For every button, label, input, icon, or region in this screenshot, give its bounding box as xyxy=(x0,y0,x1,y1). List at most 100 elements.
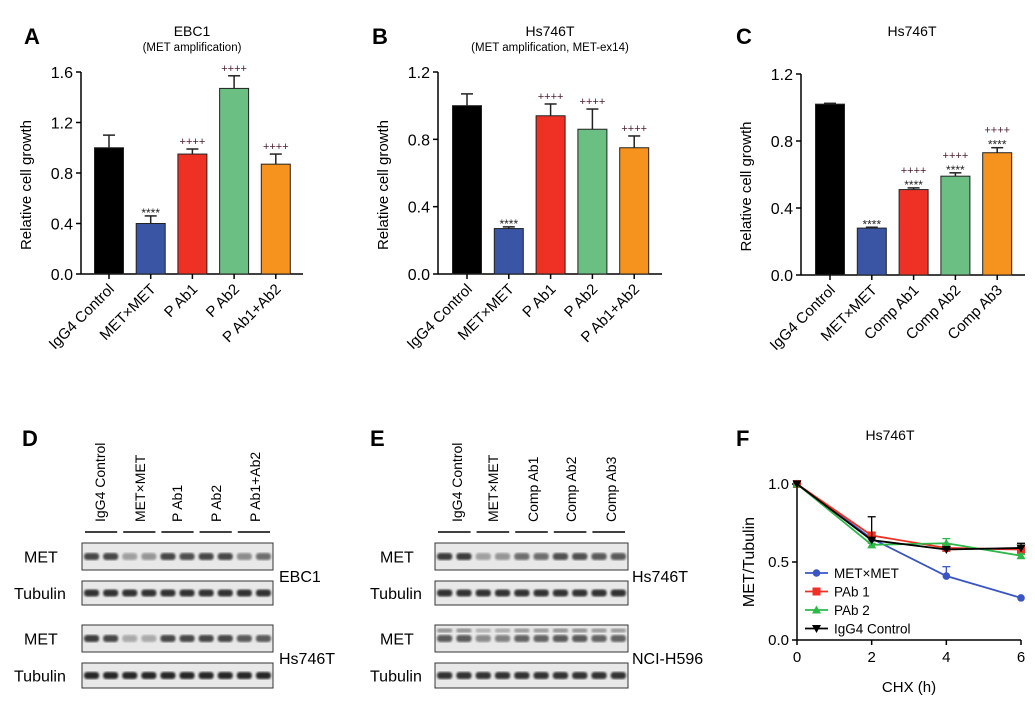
blot-band xyxy=(494,635,511,642)
blot-band xyxy=(160,553,176,560)
cell-line-label: Hs746T xyxy=(632,569,688,586)
blot-band-upper xyxy=(456,628,472,633)
blot-band xyxy=(141,553,157,560)
data-point xyxy=(812,625,821,633)
row-label: MET xyxy=(380,632,414,649)
legend-entry: IgG4 Control xyxy=(805,622,911,637)
x-tick-label: 6 xyxy=(1017,649,1025,666)
blot-band xyxy=(84,635,100,642)
bar xyxy=(94,147,124,275)
western-blot-d: D IgG4 Control MET×MET P Ab1 P Ab2 P Ab1+Ab2 M… xyxy=(14,426,335,689)
blot-band xyxy=(552,635,569,642)
blot-band xyxy=(141,635,157,642)
blot-band xyxy=(160,589,176,597)
y-tick-label: 0.0 xyxy=(771,268,793,285)
blot-band xyxy=(533,672,549,679)
blot-band xyxy=(591,672,607,679)
x-tick-label: 0 xyxy=(793,649,801,666)
cell-line-label: Hs746T xyxy=(279,651,335,668)
blot-band xyxy=(572,672,588,679)
blot-band xyxy=(456,635,472,642)
lane-label: IgG4 Control xyxy=(92,443,108,522)
y-tick-label: 0.8 xyxy=(51,166,73,183)
x-tick-label: P Ab2 xyxy=(203,281,243,321)
blot-band xyxy=(236,553,252,560)
blot-band xyxy=(591,635,607,642)
blot-band xyxy=(514,635,530,642)
blot-band xyxy=(255,635,271,642)
blot-strip-tubulin xyxy=(434,662,629,689)
blot-band xyxy=(437,589,453,597)
significance-label: **** xyxy=(141,206,160,220)
blot-band xyxy=(494,553,511,560)
y-tick-label: 1.6 xyxy=(51,65,73,82)
data-point xyxy=(792,480,802,489)
row-label: Tubulin xyxy=(370,669,422,686)
blot-band-upper xyxy=(572,628,588,633)
blot-band xyxy=(179,553,195,560)
blot-band xyxy=(84,672,100,679)
blot-band xyxy=(141,589,157,597)
row-label: MET xyxy=(24,632,58,649)
blot-band-upper xyxy=(610,628,626,633)
data-point xyxy=(812,569,821,577)
blot-band xyxy=(122,589,138,597)
bar-chart-b: B Hs746T (MET amplification, MET-ex14) 0.0 0… xyxy=(372,23,662,353)
blot-strip-met xyxy=(81,542,274,571)
data-point xyxy=(1016,551,1026,560)
blot-band xyxy=(437,672,453,679)
blot-band-upper xyxy=(552,628,569,633)
lane-label: Comp Ab3 xyxy=(603,456,619,522)
blot-band xyxy=(514,553,530,560)
bar xyxy=(577,128,608,275)
western-blot-e: E IgG4 Control MET×MET Comp Ab1 Comp Ab2 Comp… xyxy=(370,426,703,689)
blot-band xyxy=(437,635,453,642)
blot-band-upper xyxy=(437,628,453,633)
blot-band xyxy=(103,589,119,597)
blot-band xyxy=(84,589,100,597)
bar xyxy=(135,223,166,275)
significance-label: ++++ xyxy=(984,125,1010,137)
data-point xyxy=(942,572,951,580)
blot-band xyxy=(103,635,119,642)
blot-band xyxy=(160,672,176,679)
bar xyxy=(535,115,566,275)
blot-band xyxy=(141,672,157,679)
y-tick-label: 0.8 xyxy=(408,132,430,149)
data-point xyxy=(941,546,951,555)
blot-band-upper xyxy=(591,628,607,633)
cell-line-label: EBC1 xyxy=(279,569,321,586)
row-label: MET xyxy=(380,550,414,567)
bar xyxy=(898,189,929,276)
lane-label: P Ab1+Ab2 xyxy=(247,452,263,522)
blot-strip-met xyxy=(81,624,274,653)
blot-band-upper xyxy=(514,628,530,633)
blot-band xyxy=(475,589,491,597)
blot-band xyxy=(179,672,195,679)
blot-band xyxy=(533,635,549,642)
y-tick-label: 0.0 xyxy=(768,632,789,649)
blot-band xyxy=(552,672,569,679)
blot-band xyxy=(572,635,588,642)
blot-band xyxy=(514,672,530,679)
blot-band xyxy=(198,635,214,642)
x-tick-label: P Ab2 xyxy=(561,281,601,321)
blot-band xyxy=(610,589,626,597)
bar xyxy=(815,103,845,276)
blot-strip-met xyxy=(434,624,629,653)
blot-band xyxy=(533,589,549,597)
blot-band xyxy=(236,672,252,679)
cell-line-label: NCI-H596 xyxy=(632,651,703,668)
blot-band xyxy=(610,672,626,679)
blot-band xyxy=(591,589,607,597)
y-tick-label: 0.0 xyxy=(51,267,73,284)
significance-label: **** xyxy=(946,163,965,177)
significance-label: ++++ xyxy=(221,63,247,75)
significance-label: ++++ xyxy=(901,165,927,177)
bar xyxy=(219,87,250,275)
series-pab-1 xyxy=(793,480,1025,554)
chart-subtitle: (MET amplification, MET-ex14) xyxy=(471,42,629,54)
chart-title: Hs746T xyxy=(525,23,574,39)
